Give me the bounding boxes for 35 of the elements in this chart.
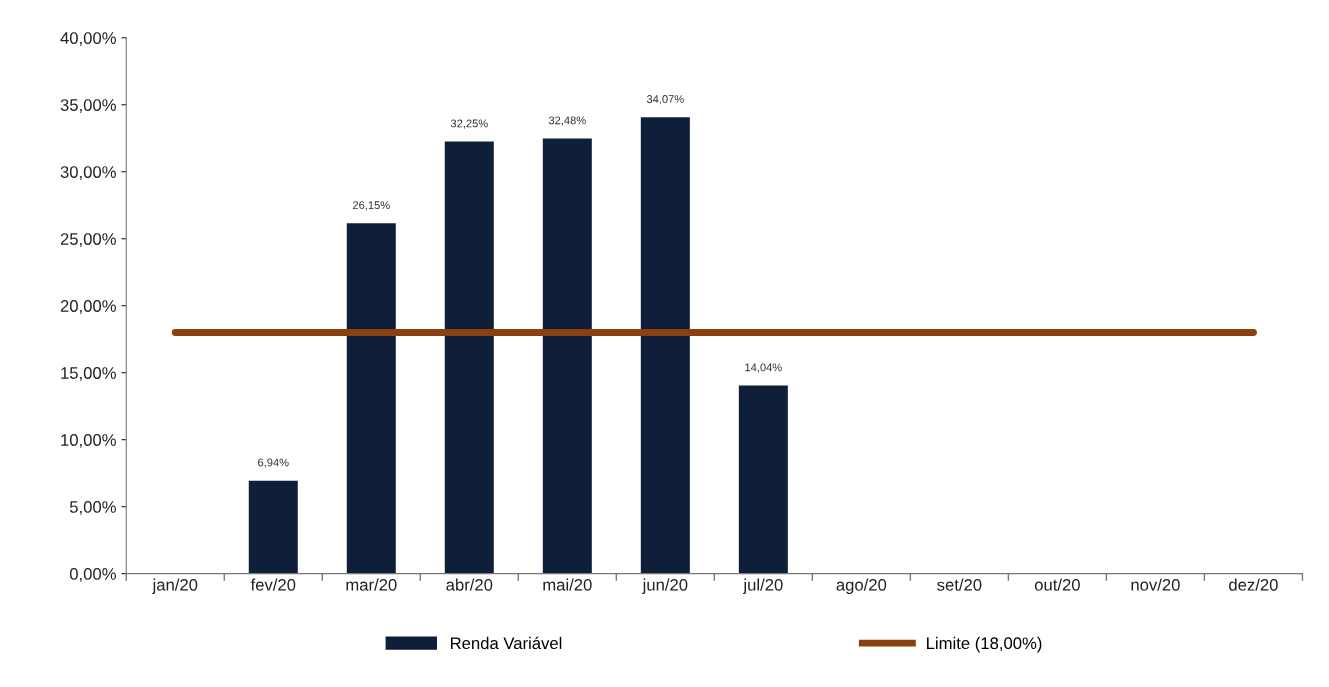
bar [738, 385, 788, 574]
data-label: 32,25% [450, 119, 488, 129]
x-tick-label: mai/20 [543, 578, 592, 591]
data-label: 32,48% [548, 116, 586, 126]
data-label: 26,15% [353, 201, 390, 211]
y-tick-label: 35,00% [60, 99, 116, 113]
y-tick-label: 40,00% [60, 32, 116, 46]
bar [248, 480, 298, 574]
x-tick-label: jul/20 [743, 578, 783, 595]
x-tick-label: dez/20 [1229, 578, 1278, 591]
y-tick-label: 15,00% [61, 367, 116, 381]
data-label: 34,07% [646, 95, 684, 105]
x-tick-label: jun/20 [642, 578, 688, 595]
data-label: 6,94% [258, 458, 289, 468]
bar [640, 117, 690, 574]
legend-label: Limite (18,00%) [927, 636, 1042, 653]
y-tick-label: 0,00% [69, 568, 116, 582]
x-tick-label: abr/20 [446, 578, 493, 591]
y-tick-label: 10,00% [61, 434, 116, 448]
x-tick-label: out/20 [1034, 578, 1080, 591]
x-tick-label: nov/20 [1131, 578, 1180, 591]
x-tick-label: jan/20 [152, 578, 198, 595]
y-tick-label: 5,00% [69, 501, 116, 515]
bar [444, 141, 494, 574]
x-tick-label: set/20 [937, 578, 982, 591]
y-tick-label: 25,00% [60, 233, 116, 247]
x-tick-label: ago/20 [836, 578, 887, 595]
data-label: 14,04% [745, 363, 782, 373]
x-tick-label: mar/20 [346, 578, 397, 591]
y-tick-label: 30,00% [60, 166, 116, 180]
y-tick-label: 20,00% [60, 300, 116, 314]
bar [346, 223, 396, 574]
x-tick-label: fev/20 [250, 578, 296, 591]
bar [542, 138, 592, 574]
legend-label: Renda Variável [450, 636, 562, 650]
